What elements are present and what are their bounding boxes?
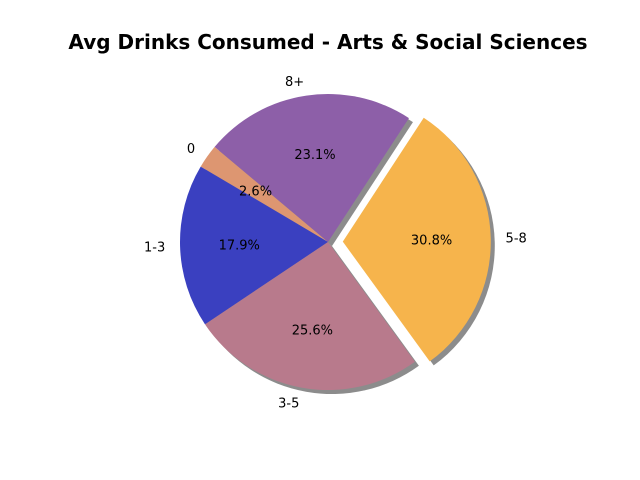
- category-label-0: 0: [187, 142, 195, 157]
- chart-title: Avg Drinks Consumed - Arts & Social Scie…: [68, 30, 587, 54]
- pie-slice-3-5: [205, 242, 415, 391]
- pie-slice-5-8: [342, 117, 491, 362]
- pie-slice-1-3: [180, 166, 328, 325]
- slice-labels: 0 2.6% 1-3 17.9% 3-5 25.6% 5-8 30.8% 8+ 23.1%: [144, 75, 527, 411]
- percent-label-5-8: 30.8%: [411, 233, 452, 248]
- category-label-8: 8+: [285, 75, 304, 90]
- percent-label-0: 2.6%: [239, 185, 272, 200]
- percent-label-8: 23.1%: [294, 148, 335, 163]
- percent-label-1-3: 17.9%: [219, 238, 260, 253]
- pie-slices: [180, 93, 491, 391]
- category-label-1-3: 1-3: [144, 240, 165, 255]
- percent-label-3-5: 25.6%: [292, 323, 333, 338]
- pie-slice-8: [214, 93, 409, 242]
- category-label-5-8: 5-8: [506, 232, 527, 247]
- pie-slice-0: [200, 146, 328, 242]
- category-label-3-5: 3-5: [278, 396, 299, 411]
